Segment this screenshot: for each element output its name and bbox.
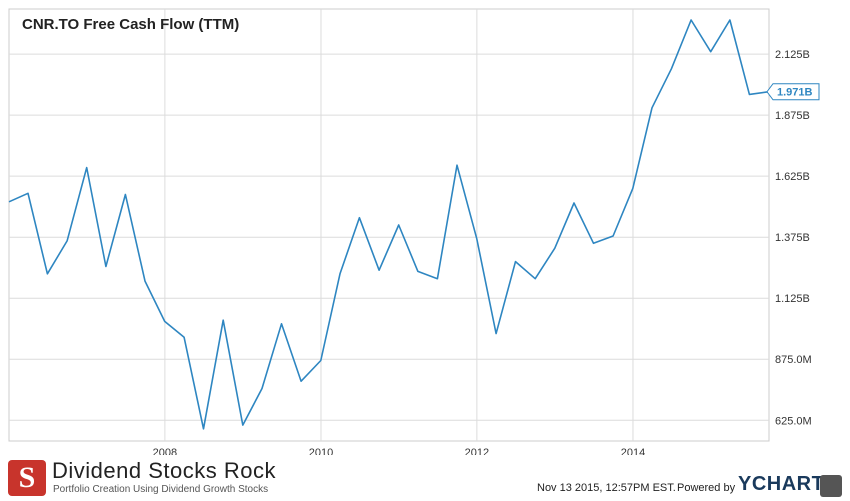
data-point [592,242,595,245]
y-tick-label: 1.875B [775,110,810,122]
last-value-box [766,83,820,101]
data-point [183,336,186,339]
y-tick-label: 625.0M [775,415,812,427]
x-tick-label: 2014 [621,447,645,455]
data-point [456,164,459,167]
last-value-label: 1.971B [777,87,813,99]
data-point [319,359,322,362]
brand-initial: S [18,461,36,494]
series-line [8,19,770,430]
data-point [46,272,49,275]
data-point [85,166,88,169]
data-point [202,427,205,430]
data-point [124,193,127,196]
data-point [573,202,576,205]
data-point [728,19,731,22]
data-point [436,277,439,280]
data-point [709,50,712,53]
data-point [631,187,634,190]
data-point [104,265,107,268]
chart-title: CNR.TO Free Cash Flow (TTM) [22,16,239,33]
data-point [475,237,478,240]
data-point [495,332,498,335]
data-point [748,93,751,96]
data-point [534,277,537,280]
x-tick-label: 2008 [153,447,177,455]
data-point [241,424,244,427]
y-tick-label: 2.125B [775,49,810,61]
data-point [416,270,419,273]
x-axis: 2008 2010 2012 2014 [153,447,646,455]
data-point [144,280,147,283]
data-point [261,387,264,390]
ycharts-icon [820,475,842,497]
footer: S Dividend Stocks Rock Portfolio Creatio… [0,455,850,501]
data-point [8,200,11,203]
powered-by-text: Powered by [677,482,736,494]
x-tick-label: 2010 [309,447,333,455]
data-point [514,260,517,263]
data-point [612,235,615,238]
data-point [651,106,654,109]
series-group [8,19,770,430]
data-point [66,239,69,242]
timestamp: Nov 13 2015, 12:57PM EST. [537,482,676,494]
data-point [378,269,381,272]
data-point [27,192,30,195]
data-point [670,67,673,70]
dividend-stocks-rock-logo-icon: S [8,460,46,496]
plot-area [8,8,770,442]
y-tick-label: 1.375B [775,232,810,244]
data-point [163,320,166,323]
brand-name: Dividend Stocks Rock [52,458,276,483]
y-tick-label: 1.125B [775,293,810,305]
y-axis: 625.0M 875.0M 1.125B 1.375B 1.625B 1.875B 2.12… [775,49,812,427]
y-tick-label: 875.0M [775,354,812,366]
brand-tagline: Portfolio Creation Using Dividend Growth… [53,484,269,495]
last-value-callout: 1.971B [766,83,820,101]
data-point [553,247,556,250]
ycharts-logo[interactable]: YCHARTS [738,473,839,495]
data-point [358,216,361,219]
free-cash-flow-chart: 625.0M 875.0M 1.125B 1.375B 1.625B 1.875B 2.12… [8,8,820,455]
y-tick-label: 1.625B [775,171,810,183]
x-tick-label: 2012 [465,447,489,455]
data-point [222,319,225,322]
data-point [300,380,303,383]
data-point [339,272,342,275]
data-point [280,322,283,325]
data-point [397,224,400,227]
data-point [690,19,693,22]
